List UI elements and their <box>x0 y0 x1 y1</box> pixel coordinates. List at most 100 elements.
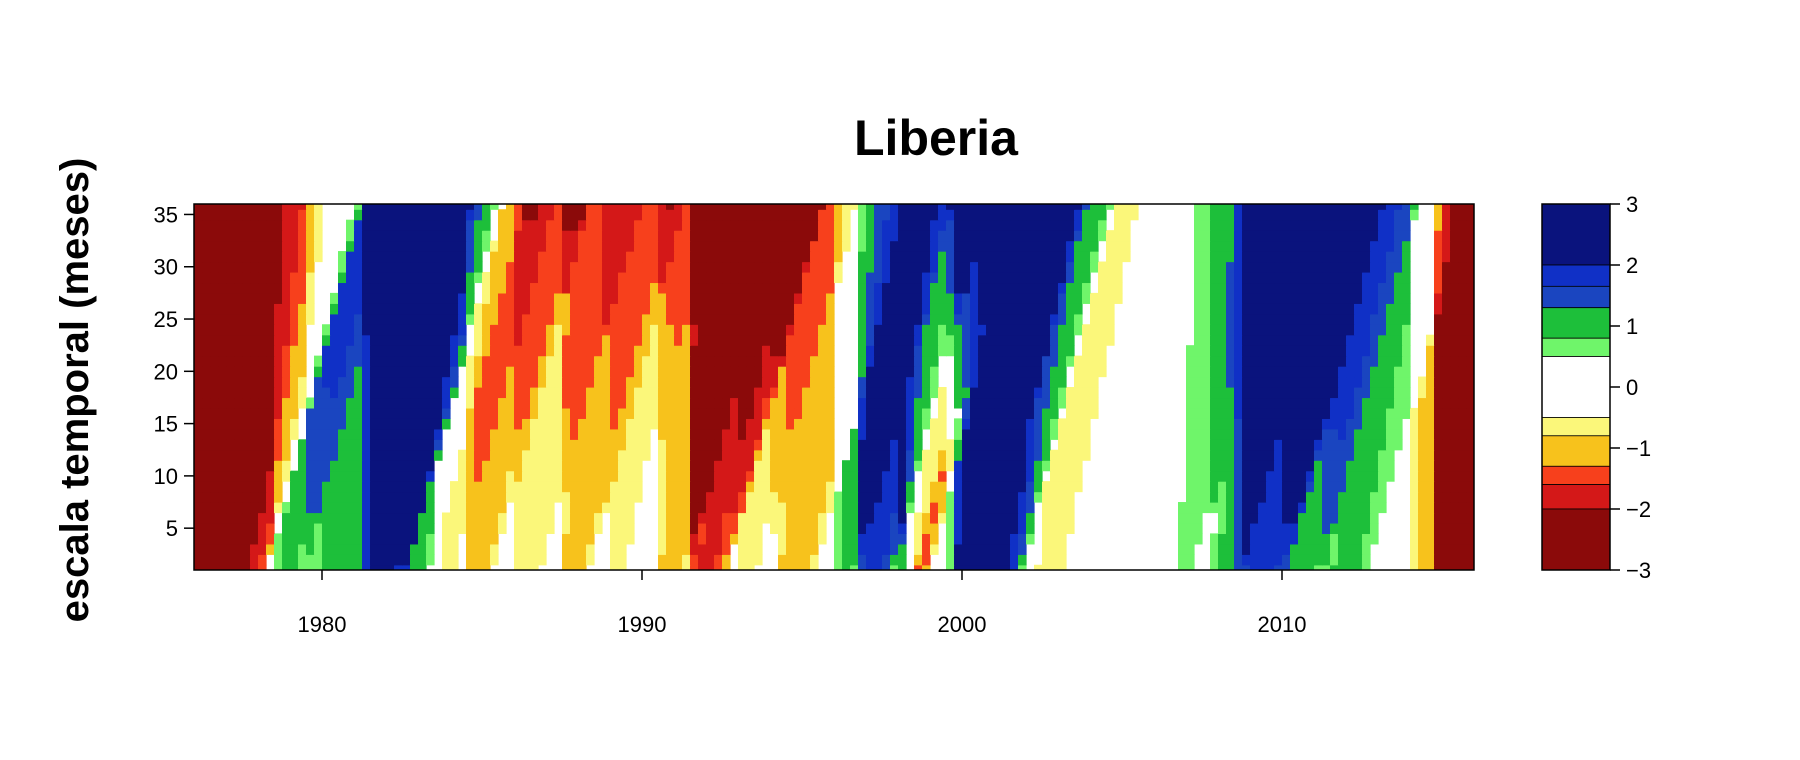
heatmap-cell <box>458 282 467 294</box>
heatmap-cell <box>450 204 459 210</box>
heatmap-cell <box>874 460 883 472</box>
heatmap-cell <box>610 292 619 304</box>
heatmap-cell <box>1034 355 1043 367</box>
heatmap-cell <box>1226 345 1235 357</box>
heatmap-cell <box>674 219 683 231</box>
heatmap-cell <box>1314 543 1323 555</box>
heatmap-cell <box>1202 460 1211 472</box>
heatmap-cell <box>466 460 475 472</box>
heatmap-cell <box>954 303 963 315</box>
heatmap-cell <box>954 376 963 388</box>
heatmap-cell <box>1122 230 1131 242</box>
heatmap-cell <box>802 240 811 252</box>
heatmap-cell <box>698 470 707 482</box>
heatmap-cell <box>314 240 323 252</box>
heatmap-cell <box>530 376 539 388</box>
heatmap-cell <box>698 324 707 336</box>
heatmap-cell <box>1218 376 1227 388</box>
heatmap-cell <box>754 522 763 534</box>
heatmap-cell <box>450 522 459 534</box>
heatmap-cell <box>626 376 635 388</box>
heatmap-cell <box>386 313 395 325</box>
heatmap-cell <box>602 240 611 252</box>
heatmap-cell <box>746 209 755 221</box>
heatmap-cell <box>890 313 899 325</box>
heatmap-cell <box>1290 303 1299 315</box>
heatmap-cell <box>482 533 491 545</box>
heatmap-cell <box>554 313 563 325</box>
heatmap-cell <box>410 554 419 566</box>
heatmap-cell <box>618 366 627 378</box>
heatmap-cell <box>562 387 571 399</box>
heatmap-cell <box>642 219 651 231</box>
heatmap-cell <box>706 502 715 514</box>
heatmap-cell <box>1314 230 1323 242</box>
heatmap-cell <box>762 376 771 388</box>
heatmap-cell <box>1282 470 1291 482</box>
heatmap-cell <box>298 554 307 566</box>
heatmap-cell <box>1442 271 1451 284</box>
heatmap-cell <box>1322 355 1331 367</box>
heatmap-cell <box>522 334 531 346</box>
heatmap-cell <box>578 376 587 388</box>
heatmap-cell <box>746 470 755 482</box>
heatmap-cell <box>282 470 291 482</box>
heatmap-cell <box>722 460 731 472</box>
heatmap-cell <box>442 512 451 524</box>
heatmap-cell <box>1434 387 1443 399</box>
heatmap-cell <box>1370 418 1379 430</box>
heatmap-cell <box>850 204 859 210</box>
heatmap-cell <box>1458 428 1467 440</box>
heatmap-cell <box>994 209 1003 221</box>
heatmap-cell <box>1122 240 1131 252</box>
heatmap-cell <box>1266 376 1275 388</box>
heatmap-cell <box>274 271 283 284</box>
heatmap-cell <box>866 209 875 221</box>
heatmap-cell <box>426 533 435 545</box>
heatmap-cell <box>226 428 235 440</box>
y-tick-label: 10 <box>154 464 178 489</box>
heatmap-cell <box>210 366 219 378</box>
heatmap-cell <box>498 376 507 388</box>
heatmap-cell <box>690 230 699 242</box>
heatmap-cell <box>546 439 555 451</box>
heatmap-cell <box>370 334 379 346</box>
heatmap-cell <box>354 491 363 503</box>
heatmap-cell <box>874 533 883 545</box>
heatmap-cell <box>514 366 523 378</box>
heatmap-cell <box>218 470 227 482</box>
heatmap-cell <box>434 313 443 325</box>
heatmap-cell <box>570 204 579 210</box>
heatmap-cell <box>762 449 771 461</box>
heatmap-cell <box>658 470 667 482</box>
heatmap-cell <box>234 376 243 388</box>
heatmap-cell <box>474 564 483 570</box>
heatmap-cell <box>1282 251 1291 263</box>
heatmap-cell <box>354 334 363 346</box>
heatmap-cell <box>290 397 299 409</box>
heatmap-cell <box>322 460 331 472</box>
heatmap-cell <box>546 522 555 534</box>
heatmap-cell <box>906 345 915 357</box>
heatmap-cell <box>450 219 459 231</box>
heatmap-cell <box>1090 397 1099 409</box>
heatmap-cell <box>994 271 1003 284</box>
heatmap-cell <box>1034 439 1043 451</box>
heatmap-cell <box>386 418 395 430</box>
heatmap-cell <box>826 449 835 461</box>
heatmap-cell <box>682 282 691 294</box>
heatmap-cell <box>786 366 795 378</box>
heatmap-cell <box>442 261 451 273</box>
heatmap-cell <box>738 209 747 221</box>
heatmap-cell <box>1226 554 1235 566</box>
heatmap-cell <box>882 209 891 221</box>
heatmap-cell <box>1250 418 1259 430</box>
heatmap-cell <box>1002 230 1011 242</box>
heatmap-cell <box>402 345 411 357</box>
heatmap-cell <box>1314 554 1323 566</box>
heatmap-cell <box>1402 219 1411 231</box>
heatmap-cell <box>794 491 803 503</box>
heatmap-cell <box>978 428 987 440</box>
heatmap-cell <box>1274 209 1283 221</box>
heatmap-cell <box>1282 554 1291 566</box>
